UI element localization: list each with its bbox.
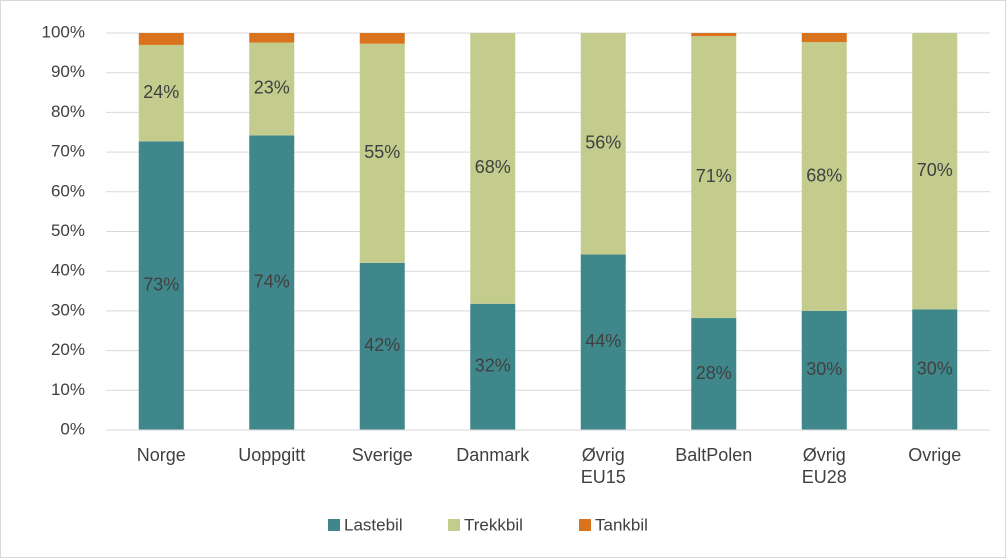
bar-segment <box>801 33 847 43</box>
legend-label: Tankbil <box>595 515 648 534</box>
data-label: 28% <box>696 363 732 383</box>
bar-segment <box>470 33 516 304</box>
x-tick-label: Norge <box>136 445 186 465</box>
data-label: 44% <box>585 331 621 351</box>
bar-segment <box>691 36 737 319</box>
y-tick-label: 60% <box>51 181 85 200</box>
y-tick-label: 50% <box>51 221 85 240</box>
bar-segment <box>691 318 737 430</box>
data-label: 56% <box>585 133 621 153</box>
legend-label: Lastebil <box>344 515 403 534</box>
bar-segment <box>249 42 295 136</box>
y-tick-label: 90% <box>51 62 85 81</box>
x-tick-label: Uoppgitt <box>238 445 306 465</box>
x-tick-label: Øvrig EU15 <box>580 445 626 487</box>
bar-segment <box>138 44 184 142</box>
bar-segment <box>138 141 184 431</box>
legend-label: Trekkbil <box>464 515 523 534</box>
x-tick-label: Ovrige <box>908 445 962 465</box>
legend-swatch <box>448 519 460 531</box>
y-tick-label: 30% <box>51 300 85 319</box>
data-label: 68% <box>475 157 511 177</box>
data-label: 42% <box>364 335 400 355</box>
legend-swatch <box>328 519 340 531</box>
x-tick-label: Sverige <box>351 445 413 465</box>
bar-segment <box>359 43 405 263</box>
y-tick-label: 40% <box>51 261 85 280</box>
bar-segment <box>580 254 626 430</box>
data-label: 71% <box>696 166 732 186</box>
bar-segment <box>359 33 405 44</box>
bar-segment <box>249 135 295 430</box>
data-label: 24% <box>143 82 179 102</box>
bar-segment <box>912 309 958 430</box>
data-label: 68% <box>806 165 842 185</box>
bar-segment <box>359 262 405 430</box>
data-label: 74% <box>254 271 290 291</box>
bar-segment <box>801 310 847 430</box>
data-label: 30% <box>806 359 842 379</box>
x-tick-label: Danmark <box>456 445 530 465</box>
y-tick-label: 20% <box>51 340 85 359</box>
bar-segment <box>912 33 958 310</box>
bar-segment <box>691 33 737 37</box>
y-tick-label: 10% <box>51 380 85 399</box>
data-label: 32% <box>475 356 511 376</box>
legend-swatch <box>579 519 591 531</box>
x-tick-label: Øvrig EU28 <box>801 445 847 487</box>
data-label: 23% <box>254 78 290 98</box>
bar-segment <box>801 42 847 311</box>
bar-segment <box>470 303 516 430</box>
data-label: 55% <box>364 142 400 162</box>
y-tick-label: 70% <box>51 142 85 161</box>
bar-segment <box>580 33 626 255</box>
data-label: 70% <box>917 160 953 180</box>
y-tick-label: 100% <box>42 22 85 41</box>
data-label: 30% <box>917 358 953 378</box>
y-tick-label: 0% <box>60 419 85 438</box>
data-label: 73% <box>143 274 179 294</box>
bar-segment <box>138 33 184 45</box>
y-tick-label: 80% <box>51 102 85 121</box>
bar-segment <box>249 33 295 43</box>
x-tick-label: BaltPolen <box>675 445 753 465</box>
